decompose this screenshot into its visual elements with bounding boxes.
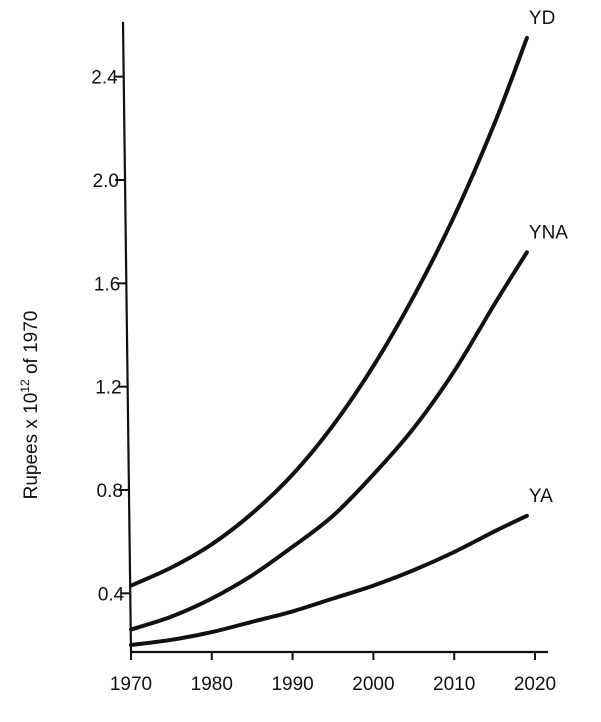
- y-tick-label: 0.4: [98, 584, 125, 605]
- x-tick-label: 2010: [433, 674, 475, 695]
- y-tick-label: 0.8: [97, 481, 123, 502]
- y-tick-label: 1.2: [95, 378, 121, 399]
- y-axis-label-suffix: of 1970: [21, 311, 42, 380]
- x-tick-label: 1970: [110, 674, 152, 695]
- series-label-yd: YD: [529, 8, 555, 29]
- series-label-ya: YA: [529, 486, 553, 507]
- x-ticks: 1970 1980 1990 2000 2010 2020: [110, 652, 556, 695]
- y-axis-label-prefix: Rupees x 10: [21, 393, 42, 500]
- y-ticks: 0.4 0.8 1.2 1.6 2.0 2.4: [91, 68, 131, 605]
- series-line-ya: [129, 513, 529, 647]
- series-label-yna: YNA: [529, 222, 568, 243]
- x-tick-label: 2020: [514, 674, 556, 695]
- series-labels: YD YNA YA: [529, 8, 568, 507]
- y-axis-label: Rupees x 1012 of 1970: [18, 311, 42, 500]
- series-line-yd: [129, 35, 529, 588]
- x-tick-label: 1990: [271, 674, 313, 695]
- series-line-yna: [129, 250, 529, 632]
- y-tick-label: 1.6: [94, 274, 120, 295]
- y-axis-label-exponent: 12: [18, 379, 32, 393]
- series-lines: [129, 35, 529, 647]
- axes: [121, 21, 548, 654]
- y-tick-label: 2.4: [91, 68, 118, 89]
- x-tick-label: 1980: [191, 674, 233, 695]
- y-axis: [121, 21, 133, 653]
- y-tick-label: 2.0: [93, 171, 119, 192]
- x-tick-label: 2000: [352, 674, 394, 695]
